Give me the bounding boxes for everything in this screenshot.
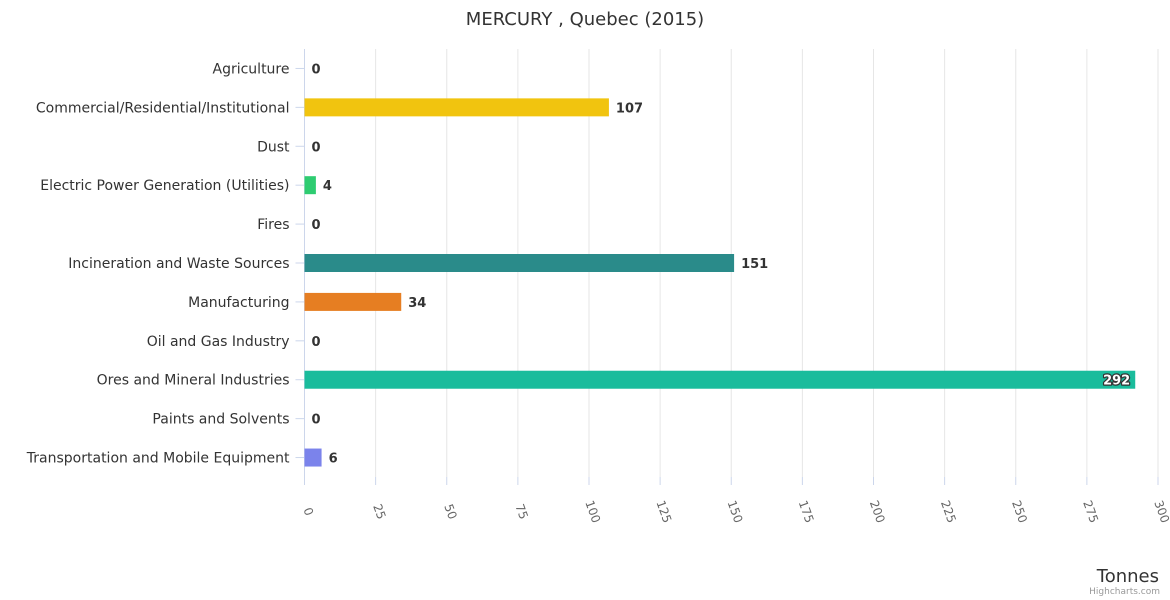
chart-title: MERCURY , Quebec (2015): [466, 9, 704, 30]
data-label: 292: [1103, 374, 1130, 389]
category-label: Commercial/Residential/Institutional: [36, 100, 290, 116]
data-label: 0: [312, 413, 321, 428]
data-label: 6: [329, 452, 338, 467]
x-tick-label: 0: [300, 506, 316, 518]
x-tick-label: 200: [867, 498, 888, 524]
bar[interactable]: [304, 254, 735, 272]
category-label: Fires: [257, 217, 289, 233]
bar[interactable]: [304, 370, 1136, 389]
category-label: Manufacturing: [188, 295, 289, 311]
credits-link[interactable]: Highcharts.com: [1089, 587, 1160, 597]
data-label: 4: [323, 179, 332, 194]
data-label: 151: [741, 257, 768, 272]
category-label: Dust: [257, 139, 290, 155]
x-tick-label: 175: [796, 498, 817, 524]
bar[interactable]: [304, 292, 402, 311]
value-axis-title: Tonnes: [1096, 566, 1159, 587]
data-label: 0: [312, 140, 321, 155]
category-label: Paints and Solvents: [152, 412, 289, 428]
x-tick-label: 50: [441, 502, 459, 521]
category-label: Incineration and Waste Sources: [68, 256, 289, 272]
category-label: Agriculture: [213, 61, 290, 77]
data-label: 0: [312, 335, 321, 350]
bar[interactable]: [304, 176, 316, 195]
labels: 0 25 50 75 100 125 150 175 200 225 250 275 300 Agricu…: [26, 61, 1170, 524]
data-label: 0: [312, 62, 321, 77]
data-label: 107: [616, 101, 643, 116]
x-tick-label: 75: [512, 502, 530, 521]
data-label: 0: [312, 218, 321, 233]
x-tick-label: 125: [653, 498, 674, 524]
data-label: 34: [408, 296, 426, 311]
x-tick-label: 275: [1080, 498, 1101, 524]
x-tick-label: 225: [938, 498, 959, 524]
category-label: Transportation and Mobile Equipment: [26, 451, 290, 467]
category-label: Oil and Gas Industry: [147, 334, 290, 350]
x-tick-label: 25: [370, 502, 388, 521]
x-tick-label: 150: [725, 498, 746, 524]
bar[interactable]: [304, 448, 322, 467]
category-label: Electric Power Generation (Utilities): [40, 178, 289, 194]
x-tick-label: 300: [1151, 498, 1170, 524]
x-tick-label: 100: [582, 498, 603, 524]
category-label: Ores and Mineral Industries: [97, 373, 290, 389]
bars: [304, 98, 1136, 467]
bar[interactable]: [304, 98, 609, 117]
x-tick-label: 250: [1009, 498, 1030, 524]
